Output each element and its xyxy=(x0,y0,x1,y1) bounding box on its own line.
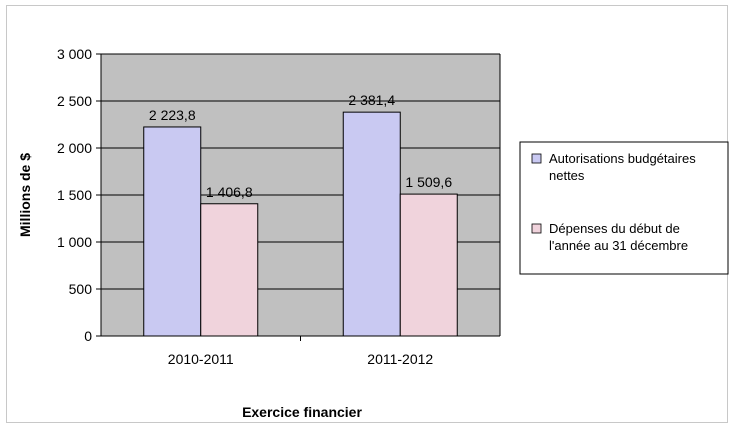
legend: Autorisations budgétaires nettes Dépense… xyxy=(519,141,729,275)
legend-label-depenses-line1: Dépenses du début de xyxy=(549,221,680,236)
y-axis-title: Millions de $ xyxy=(17,153,33,237)
data-label: 1 406,8 xyxy=(206,184,253,200)
y-tick-label: 500 xyxy=(69,281,93,297)
legend-label-depenses-line2: l'année au 31 décembre xyxy=(549,238,688,253)
bar xyxy=(200,203,259,337)
bar xyxy=(342,111,401,337)
y-axis: 0 500 1 000 1 500 2 000 2 500 3 000 xyxy=(57,46,102,344)
data-label: 2 381,4 xyxy=(348,92,395,108)
x-tick-label: 2011-2012 xyxy=(367,351,433,367)
y-tick-label: 2 000 xyxy=(57,140,92,156)
legend-box xyxy=(519,141,729,275)
y-tick-label: 0 xyxy=(84,328,92,344)
data-label: 1 509,6 xyxy=(405,174,452,190)
data-label: 2 223,8 xyxy=(149,107,196,123)
bar xyxy=(399,193,458,337)
legend-label-autorisations-line2: nettes xyxy=(549,168,585,183)
y-tick-label: 2 500 xyxy=(57,93,92,109)
legend-swatch-autorisations xyxy=(531,153,542,164)
x-axis: 2010-2011 2011-2012 xyxy=(101,335,500,367)
y-tick-label: 1 000 xyxy=(57,234,92,250)
x-tick-label: 2010-2011 xyxy=(168,351,234,367)
y-tick-label: 3 000 xyxy=(57,46,92,62)
plot-area: 2 223,8 1 406,8 2 381,4 1 509,6 xyxy=(101,53,501,337)
y-tick-label: 1 500 xyxy=(57,187,92,203)
legend-swatch-depenses xyxy=(531,223,542,234)
legend-label-autorisations-line1: Autorisations budgétaires xyxy=(549,151,696,166)
x-axis-title: Exercice financier xyxy=(242,404,362,420)
bar xyxy=(143,126,202,337)
